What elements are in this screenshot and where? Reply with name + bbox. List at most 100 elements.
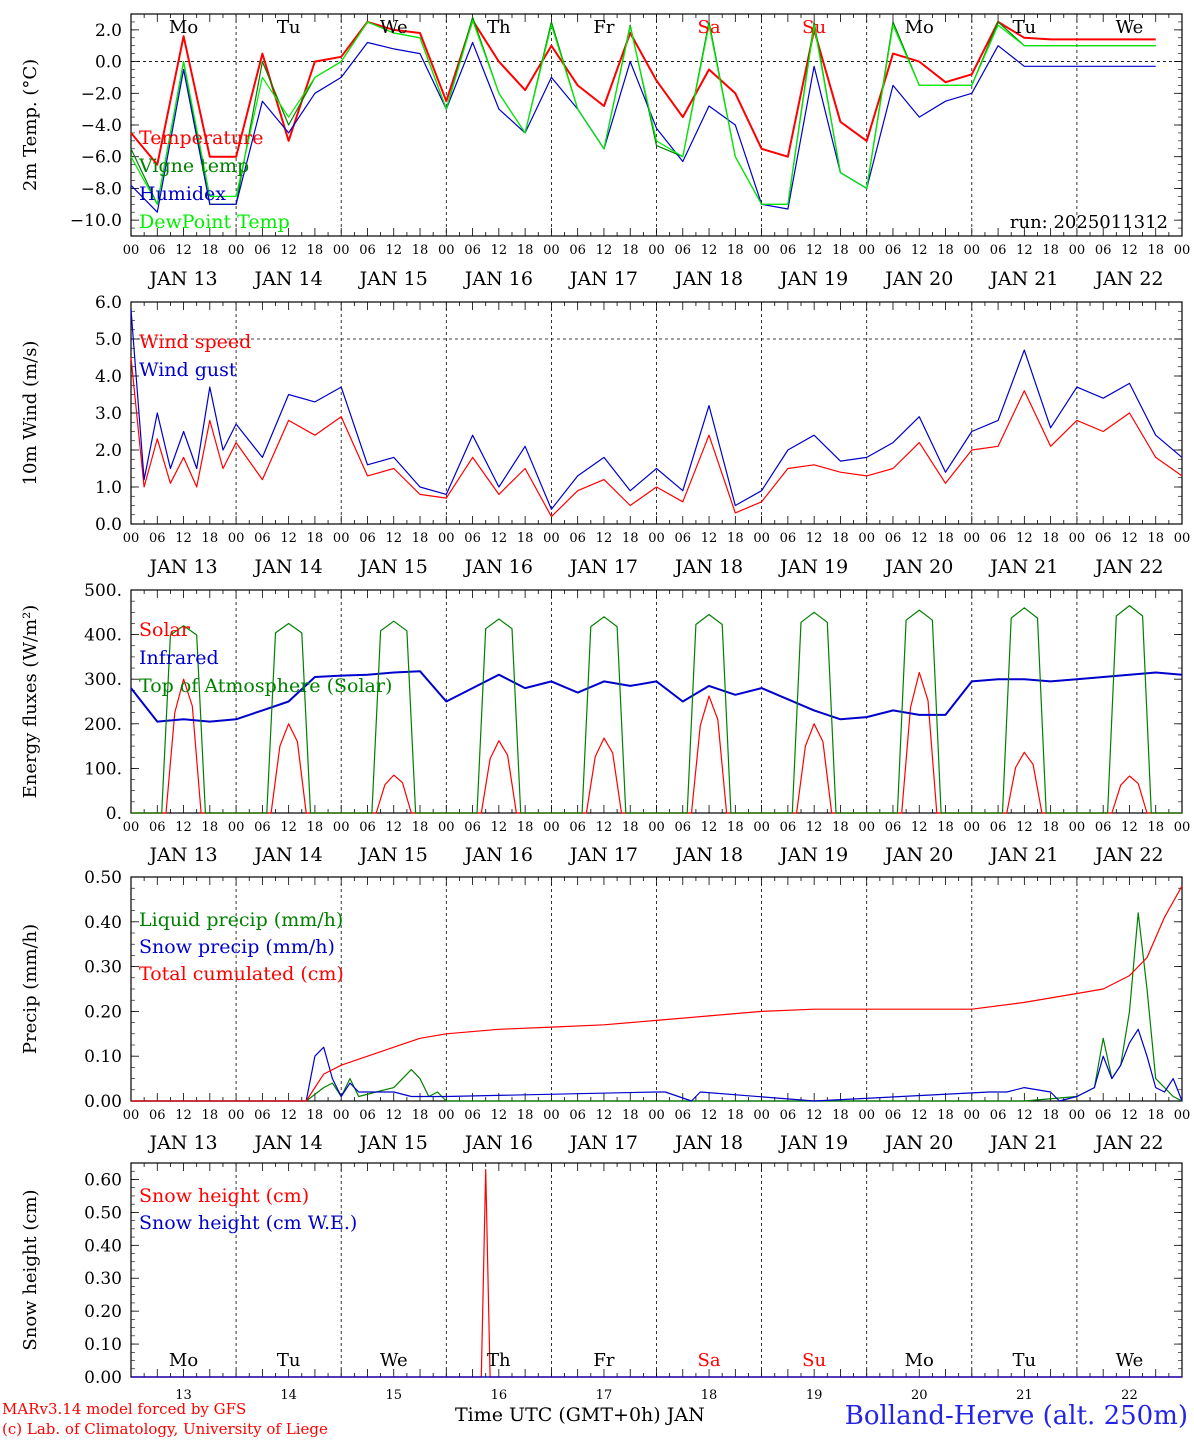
day-name-label: Mo [905,17,934,38]
hour-tick-label: 12 [1121,531,1138,546]
hour-tick-label: 18 [307,1108,324,1123]
date-label: JAN 18 [673,268,743,290]
hour-tick-label: 00 [964,531,981,546]
hour-tick-label: 12 [1121,1108,1138,1123]
hour-tick-label: 12 [596,820,613,835]
day-name-label: Fr [593,1350,614,1371]
date-label: JAN 21 [988,1132,1058,1154]
day-name-label: Sa [698,1350,721,1371]
hour-tick-label: 18 [412,1108,429,1123]
hour-tick-label: 18 [622,1108,639,1123]
hour-tick-label: 18 [1147,243,1164,258]
series-line-total-cumulated-cm- [131,885,1183,1102]
hour-tick-label: 18 [517,531,534,546]
legend-entry: DewPoint Temp [139,211,290,233]
hour-tick-label: 06 [254,243,271,258]
y-axis-label: Energy fluxes (W/m²) [20,605,41,799]
hour-tick-label: 00 [228,1108,245,1123]
panel-1: −10.0 −8.0 −6.0 −4.0 −2.0 0.0 2.0 2m Temp. (°C)… [20,13,1191,290]
legend-entry: Vigne temp [138,155,249,177]
date-label: JAN 18 [673,1132,743,1154]
hour-tick-label: 12 [911,243,928,258]
hour-tick-label: 06 [149,1108,166,1123]
y-tick-label: 0.50 [84,1203,122,1223]
date-label: JAN 17 [568,268,638,290]
hour-tick-label: 18 [727,820,744,835]
hour-tick-label: 00 [858,531,875,546]
day-name-label: Th [487,1350,511,1371]
hour-tick-label: 12 [806,820,823,835]
date-label: JAN 16 [463,1132,533,1154]
hour-tick-label: 12 [701,1108,718,1123]
hour-tick-label: 18 [937,1108,954,1123]
hour-tick-label: 06 [359,243,376,258]
date-label: JAN 14 [253,1132,323,1154]
day-name-label: Mo [905,1350,934,1371]
y-tick-label: 0.60 [84,1170,122,1190]
legend-entry: Wind speed [139,331,251,353]
date-label: JAN 13 [147,556,217,578]
hour-tick-label: 06 [149,820,166,835]
hour-tick-label: 00 [1174,243,1191,258]
hour-tick-label: 18 [832,243,849,258]
hour-tick-label: 12 [1121,243,1138,258]
hour-tick-label: 06 [675,820,692,835]
y-tick-label: 0.0 [95,515,122,535]
date-label: JAN 13 [147,268,217,290]
hour-tick-label: 12 [701,531,718,546]
hour-tick-label: 18 [622,820,639,835]
date-label: JAN 18 [673,556,743,578]
day-name-label: We [380,1350,408,1371]
y-tick-label: 6.0 [95,293,122,313]
date-label: JAN 22 [1093,844,1163,866]
hour-tick-label: 06 [990,243,1007,258]
y-tick-label: 4.0 [95,367,122,387]
hour-tick-label: 00 [438,531,455,546]
hour-tick-label: 12 [806,531,823,546]
station-name: Bolland-Herve (alt. 250m) [844,1401,1188,1431]
hour-tick-label: 18 [1042,1108,1059,1123]
date-label: JAN 17 [568,556,638,578]
hour-tick-label: 00 [1069,531,1086,546]
hour-tick-label: 06 [1095,243,1112,258]
date-label: JAN 13 [147,1132,217,1154]
hour-tick-label: 12 [491,1108,508,1123]
hour-tick-label: 06 [569,1108,586,1123]
hour-tick-label: 18 [202,820,219,835]
hour-tick-label: 00 [543,820,560,835]
legend-entry: Temperature [139,127,263,149]
y-tick-label: 1.0 [95,478,122,498]
hour-tick-label: 18 [727,531,744,546]
y-tick-label: 100. [84,759,122,779]
y-tick-label: −6.0 [81,148,122,168]
hour-tick-label: 06 [149,243,166,258]
hour-tick-label: 00 [333,1108,350,1123]
day-name-label: Su [802,17,826,38]
hour-tick-label: 12 [385,243,402,258]
hour-tick-label: 18 [622,243,639,258]
hour-tick-label: 12 [280,820,297,835]
hour-tick-label: 12 [1016,243,1033,258]
legend-entry: Snow precip (mm/h) [139,936,335,958]
hour-tick-label: 00 [964,820,981,835]
hour-tick-label: 12 [385,1108,402,1123]
day-name-label: Fr [593,17,614,38]
day-number-label: 19 [806,1388,823,1400]
hour-tick-label: 06 [780,820,797,835]
y-tick-label: 500. [84,581,122,601]
y-axis-label: Precip (mm/h) [20,924,41,1054]
hour-tick-label: 18 [1042,531,1059,546]
hour-tick-label: 00 [543,243,560,258]
hour-tick-label: 12 [911,820,928,835]
date-label: JAN 22 [1093,1132,1163,1154]
hour-tick-label: 18 [937,243,954,258]
hour-tick-label: 18 [727,243,744,258]
hour-tick-label: 12 [596,1108,613,1123]
hour-tick-label: 12 [280,243,297,258]
hour-tick-label: 12 [911,531,928,546]
y-axis-label: Snow height (cm) [20,1189,41,1350]
hour-tick-label: 00 [438,1108,455,1123]
hour-tick-label: 00 [123,820,140,835]
hour-tick-label: 06 [1095,1108,1112,1123]
y-tick-label: 0.40 [84,1236,122,1256]
